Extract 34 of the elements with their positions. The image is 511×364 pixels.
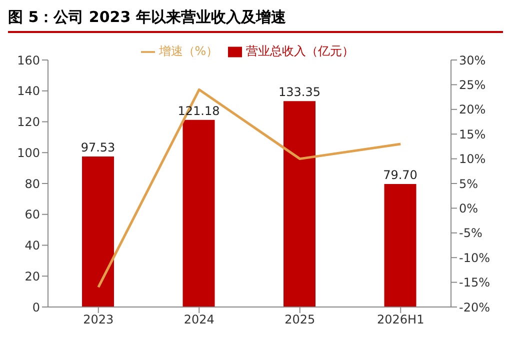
y2-tick-label: -5% xyxy=(459,226,482,240)
y-tick-label: 80 xyxy=(24,176,40,191)
bar xyxy=(284,101,316,307)
y-tick-label: 140 xyxy=(17,84,40,98)
y2-tick-label: 30% xyxy=(459,53,486,68)
y2-tick-label: 0% xyxy=(459,201,478,216)
y-tick-label: 40 xyxy=(24,238,40,253)
data-label: 97.53 xyxy=(80,140,116,154)
y2-tick-label: -15% xyxy=(459,276,490,290)
y-tick-label: 160 xyxy=(17,53,40,68)
y2-tick-label: 25% xyxy=(459,78,486,92)
y2-tick-label: 15% xyxy=(459,127,486,142)
y2-tick-label: 10% xyxy=(459,152,486,166)
y2-tick-label: 20% xyxy=(459,102,486,117)
x-tick-label: 2026H1 xyxy=(377,312,424,327)
x-tick-label: 2025 xyxy=(284,312,316,327)
bar xyxy=(384,184,416,307)
x-tick-label: 2023 xyxy=(83,312,114,327)
y2-tick-label: -10% xyxy=(459,250,490,265)
y-tick-label: 0 xyxy=(32,300,40,314)
y-tick-label: 20 xyxy=(24,269,40,284)
legend-label: 增速（%） xyxy=(158,44,218,58)
y-tick-label: 60 xyxy=(24,208,40,222)
x-tick-label: 2024 xyxy=(184,312,214,327)
bar xyxy=(182,120,215,307)
bar xyxy=(82,156,114,307)
chart-title: 图 5：公司 2023 年以来营业收入及增速 xyxy=(8,8,503,33)
y-tick-label: 120 xyxy=(17,115,40,130)
y2-tick-label: -20% xyxy=(459,300,490,314)
data-label: 133.35 xyxy=(278,85,320,100)
legend-label: 营业总收入（亿元） xyxy=(246,44,354,58)
y2-tick-label: 5% xyxy=(459,176,478,191)
data-label: 79.70 xyxy=(383,168,418,182)
y-tick-label: 100 xyxy=(17,146,40,160)
